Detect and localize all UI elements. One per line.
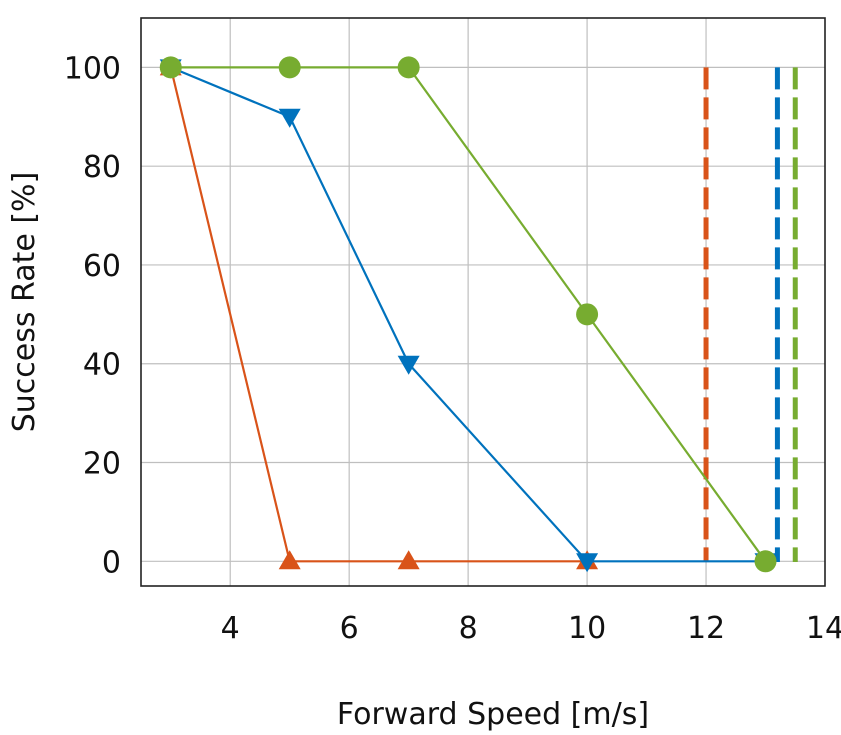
data-point — [397, 355, 420, 375]
series-line — [169, 67, 588, 563]
data-point — [278, 56, 301, 79]
data-point — [278, 108, 301, 128]
x-tick-label: 12 — [687, 611, 725, 646]
x-tick-label: 14 — [806, 611, 841, 646]
x-tick-label: 6 — [340, 611, 359, 646]
data-point — [159, 56, 182, 79]
data-point — [576, 553, 599, 573]
tick-labels: 4 6 8 10 12 14 0 20 40 60 80 100 — [64, 51, 841, 646]
data-point — [576, 303, 599, 326]
data-point — [278, 550, 301, 570]
y-axis-label: Success Rate [%] — [7, 172, 42, 433]
series-3 — [159, 56, 777, 573]
plot-frame — [140, 17, 826, 587]
y-tick-label: 80 — [83, 150, 121, 185]
x-tick-label: 4 — [221, 611, 240, 646]
y-tick-label: 60 — [83, 249, 121, 284]
data-point — [397, 550, 420, 570]
data-point — [754, 550, 777, 573]
speed-limit-lines — [703, 67, 798, 562]
y-tick-label: 0 — [102, 545, 121, 580]
y-tick-label: 100 — [64, 51, 121, 86]
x-axis-label: Forward Speed [m/s] — [337, 697, 649, 732]
data-point — [397, 56, 420, 79]
series-1 — [159, 56, 599, 570]
x-tick-label: 10 — [568, 611, 606, 646]
y-tick-label: 40 — [83, 348, 121, 383]
x-tick-label: 8 — [459, 611, 478, 646]
y-tick-label: 20 — [83, 447, 121, 482]
data-series — [159, 56, 777, 573]
